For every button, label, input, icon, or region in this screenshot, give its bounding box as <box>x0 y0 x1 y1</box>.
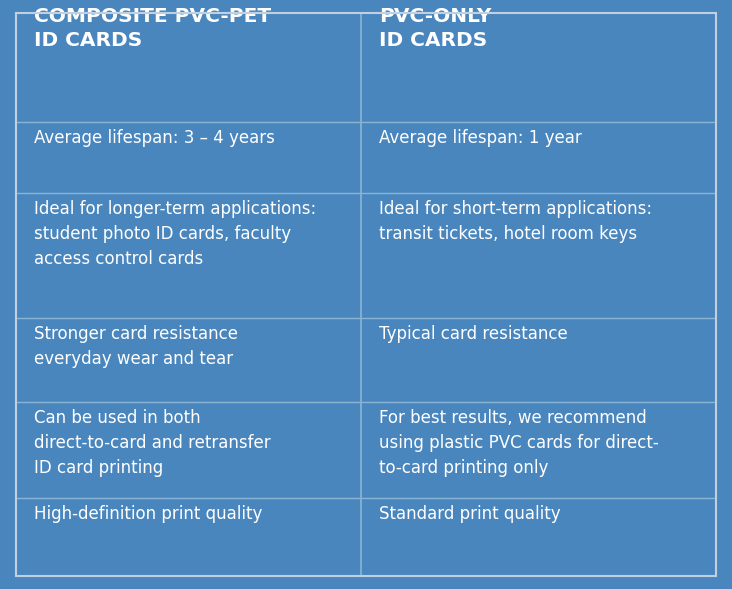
Text: PVC-ONLY
ID CARDS: PVC-ONLY ID CARDS <box>379 7 492 50</box>
Text: COMPOSITE PVC-PET
ID CARDS: COMPOSITE PVC-PET ID CARDS <box>34 7 272 50</box>
Text: Average lifespan: 3 – 4 years: Average lifespan: 3 – 4 years <box>34 129 275 147</box>
Text: Ideal for short-term applications:
transit tickets, hotel room keys: Ideal for short-term applications: trans… <box>379 200 652 243</box>
Text: High-definition print quality: High-definition print quality <box>34 505 263 523</box>
Text: For best results, we recommend
using plastic PVC cards for direct-
to-card print: For best results, we recommend using pla… <box>379 409 659 477</box>
Text: Ideal for longer-term applications:
student photo ID cards, faculty
access contr: Ideal for longer-term applications: stud… <box>34 200 317 267</box>
Text: Can be used in both
direct-to-card and retransfer
ID card printing: Can be used in both direct-to-card and r… <box>34 409 271 477</box>
Text: Average lifespan: 1 year: Average lifespan: 1 year <box>379 129 582 147</box>
Text: Typical card resistance: Typical card resistance <box>379 325 568 343</box>
Text: Standard print quality: Standard print quality <box>379 505 561 523</box>
Text: Stronger card resistance
everyday wear and tear: Stronger card resistance everyday wear a… <box>34 325 239 368</box>
